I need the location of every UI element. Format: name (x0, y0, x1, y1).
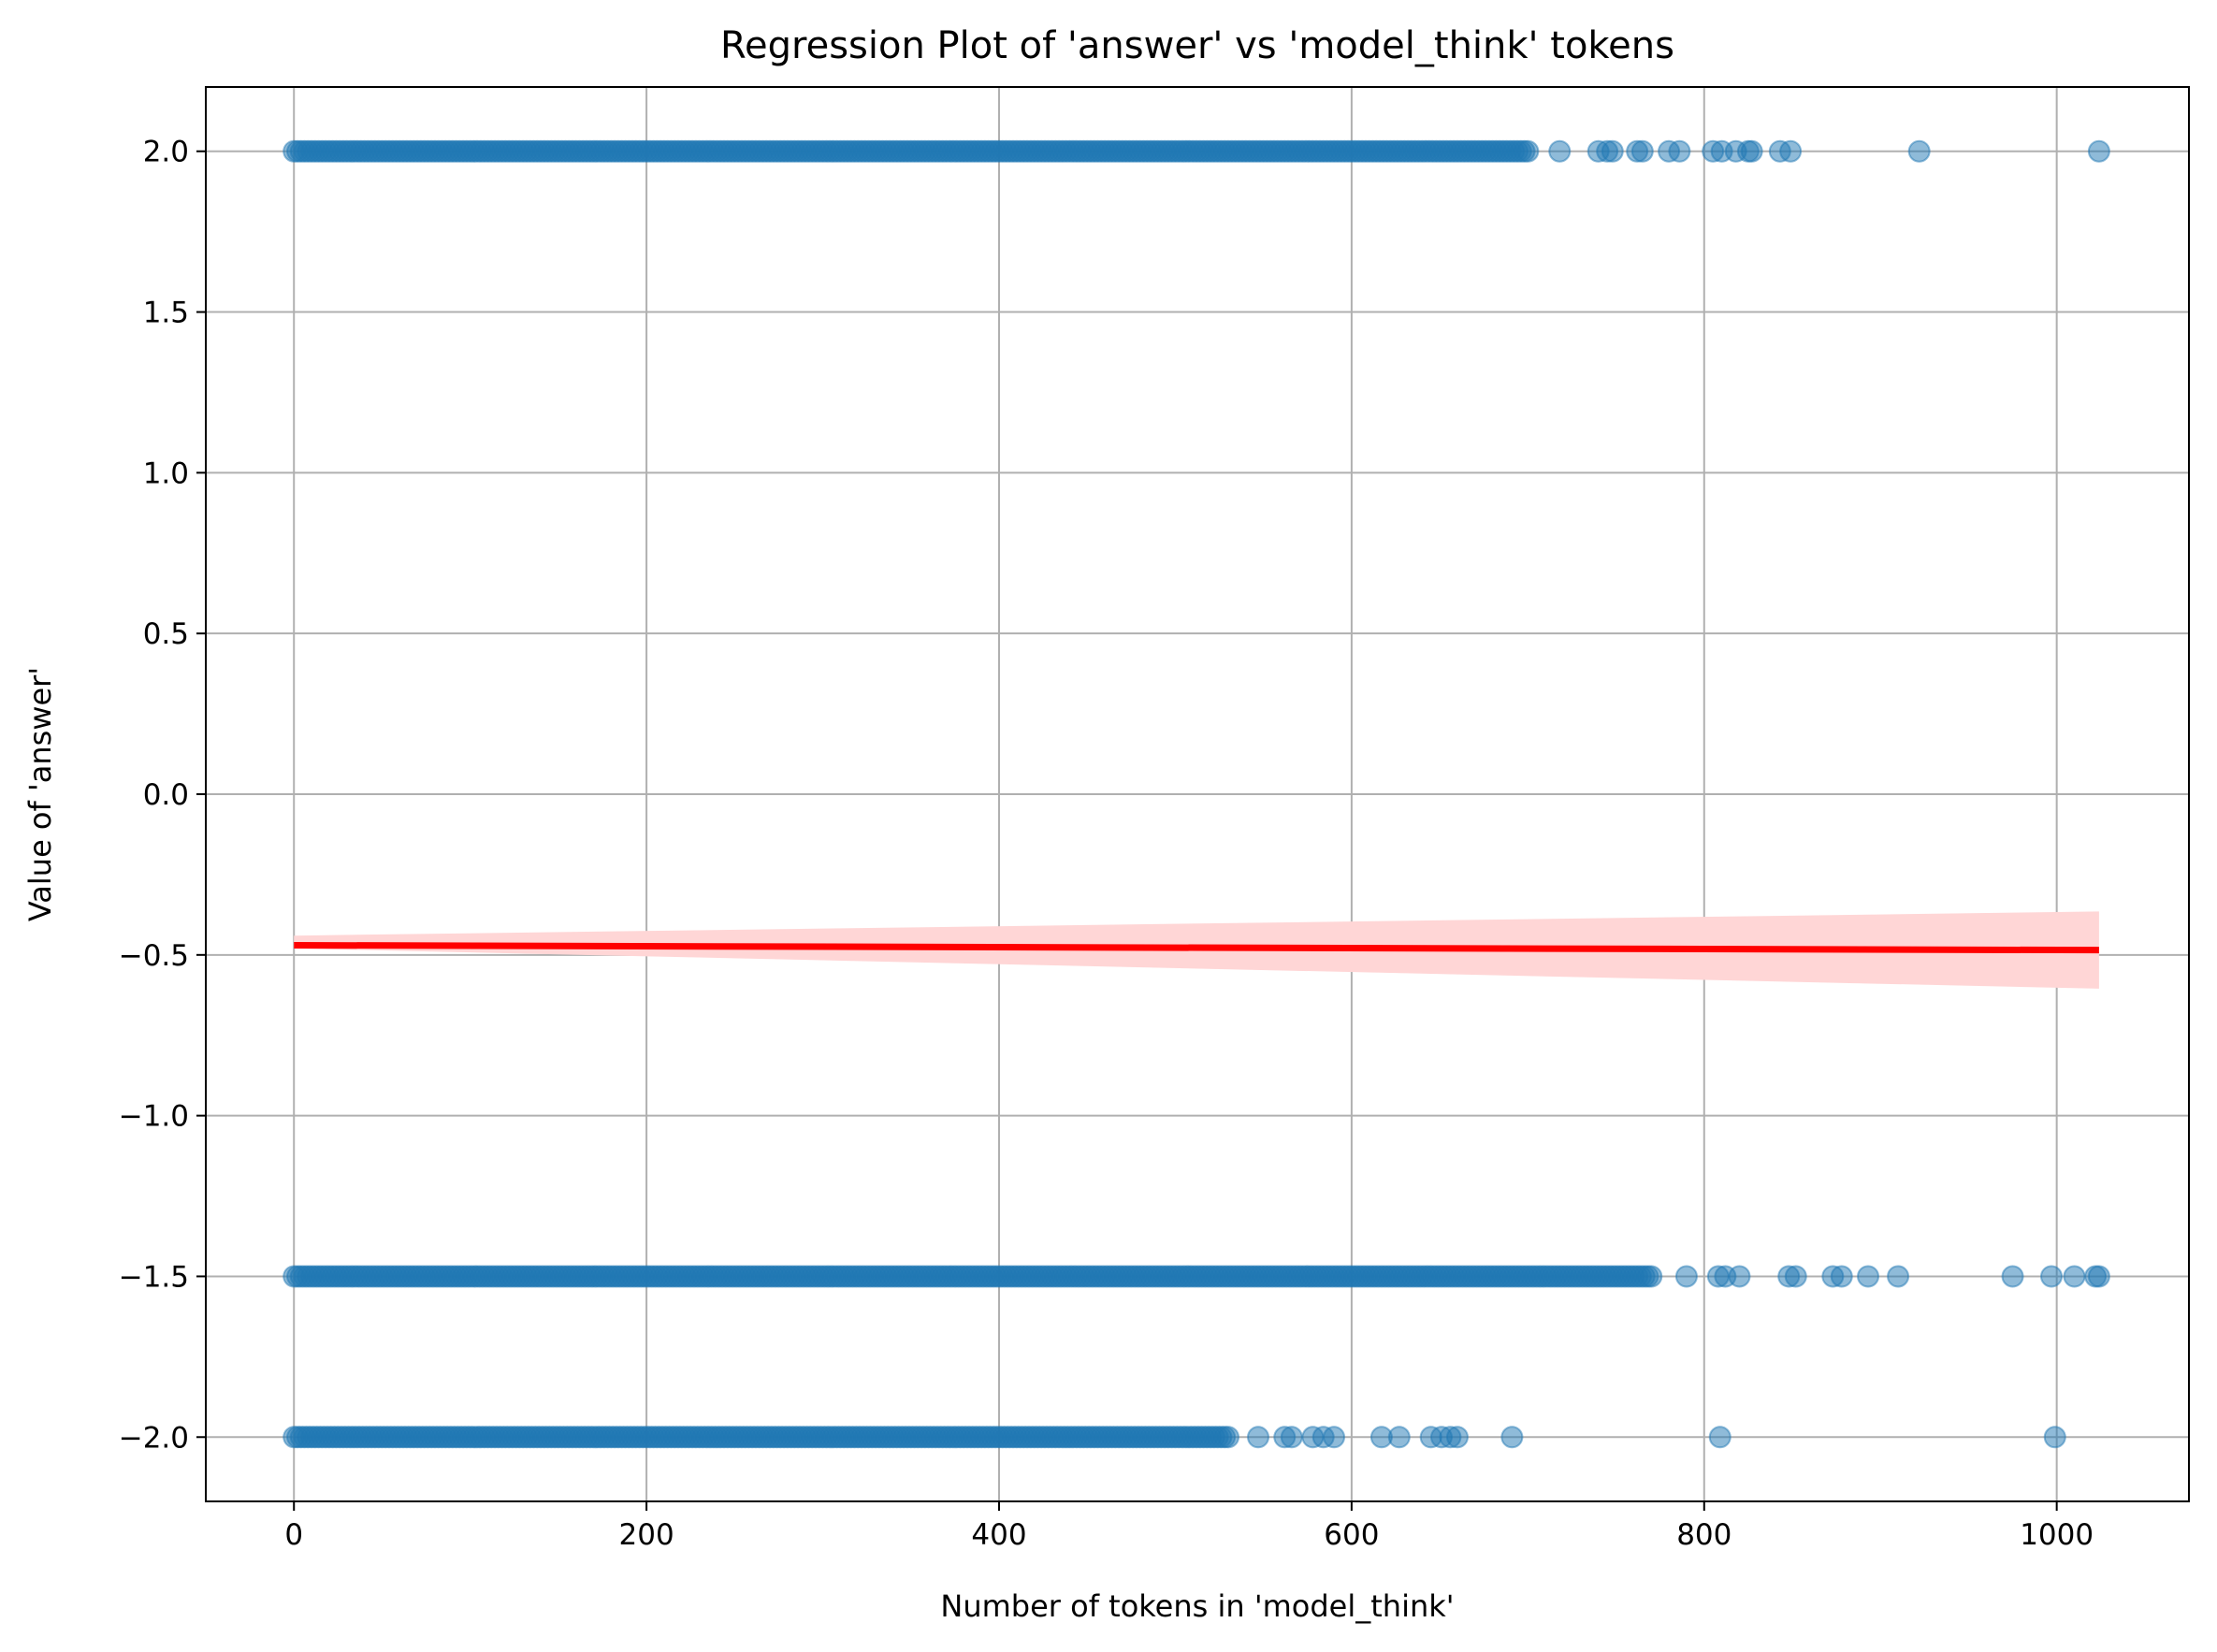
scatter-point (1548, 139, 1572, 163)
y-tick-label: 1.5 (143, 297, 189, 330)
scatter-point (1887, 1265, 1910, 1288)
scatter-point (1516, 139, 1540, 163)
x-tick-label: 800 (1676, 1518, 1732, 1552)
scatter-point (1907, 139, 1931, 163)
scatter-point (1830, 1265, 1853, 1288)
scatter-point (1728, 1265, 1751, 1288)
scatter-point (2040, 1265, 2064, 1288)
chart-title: Regression Plot of 'answer' vs 'model_th… (720, 24, 1674, 67)
regression-line-layer (294, 942, 2099, 954)
scatter-point (2001, 1265, 2024, 1288)
x-axis-title: Number of tokens in 'model_think' (940, 1588, 1454, 1624)
scatter-point (1445, 1426, 1469, 1449)
scatter-point (1779, 139, 1803, 163)
y-axis-ticks: 2.0 1.5 1.0 0.5 0.0 −0.5 −1.0 −1.5 −2.0 (119, 136, 206, 1455)
y-tick-label: 0.0 (143, 778, 189, 812)
scatter-point (1630, 139, 1654, 163)
scatter-point (1668, 139, 1691, 163)
scatter-point (1387, 1426, 1411, 1449)
y-axis-title: Value of 'answer' (22, 667, 58, 921)
y-tick-label: −1.5 (119, 1260, 189, 1294)
scatter-point (1323, 1426, 1346, 1449)
scatter-points (283, 139, 2110, 1449)
y-tick-label: 2.0 (143, 136, 189, 169)
scatter-point (2087, 1265, 2110, 1288)
x-tick-label: 1000 (2020, 1518, 2094, 1552)
scatter-point (2043, 1426, 2066, 1449)
scatter-point (1708, 1426, 1732, 1449)
scatter-point (1500, 1426, 1524, 1449)
scatter-point (2063, 1265, 2086, 1288)
y-tick-label: −0.5 (119, 939, 189, 973)
y-tick-label: 1.0 (143, 456, 189, 490)
scatter-point (2087, 139, 2110, 163)
scatter-point (1674, 1265, 1698, 1288)
regression-line (294, 942, 2099, 954)
scatter-point (1601, 139, 1624, 163)
scatter-point (1247, 1426, 1270, 1449)
x-tick-label: 200 (619, 1518, 674, 1552)
scatter-point (1640, 1265, 1663, 1288)
x-tick-label: 600 (1324, 1518, 1379, 1552)
scatter-point (1280, 1426, 1303, 1449)
scatter-point (1857, 1265, 1880, 1288)
scatter-point (1216, 1426, 1239, 1449)
scatter-point (1740, 139, 1763, 163)
y-tick-label: 0.5 (143, 617, 189, 651)
x-tick-label: 0 (284, 1518, 303, 1552)
y-tick-label: −2.0 (119, 1421, 189, 1455)
x-tick-label: 400 (971, 1518, 1026, 1552)
scatter-point (1784, 1265, 1807, 1288)
x-axis-ticks: 0 200 400 600 800 1000 (284, 1501, 2094, 1552)
y-tick-label: −1.0 (119, 1100, 189, 1134)
